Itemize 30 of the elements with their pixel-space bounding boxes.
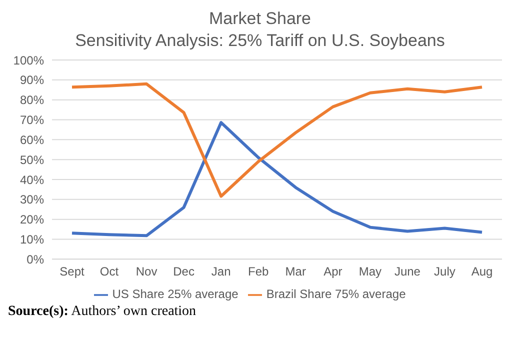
line-series xyxy=(70,82,484,198)
chart-subtitle: Sensitivity Analysis: 25% Tariff on U.S. Soybeans xyxy=(74,30,446,52)
y-tick-label: 30% xyxy=(20,192,44,207)
x-tick-label: Aug xyxy=(471,264,493,279)
line-series xyxy=(70,121,484,238)
x-tick-label: Oct xyxy=(100,264,120,279)
x-tick-label: Apr xyxy=(324,264,342,279)
legend-label: US Share 25% average xyxy=(112,287,238,302)
y-tick-label: 70% xyxy=(20,113,44,128)
x-tick-label: Sept xyxy=(60,264,86,279)
source-note: Source(s): Authors’ own creation xyxy=(8,304,196,319)
chart-title: Market Share xyxy=(208,8,312,30)
x-tick-label: Mar xyxy=(285,264,306,279)
y-tick-label: 20% xyxy=(20,212,44,227)
y-tick-label: 0% xyxy=(26,252,44,266)
y-tick-label: 60% xyxy=(20,132,44,147)
legend-label: Brazil Share 75% average xyxy=(266,287,406,302)
y-tick-label: 40% xyxy=(20,172,44,187)
x-tick-label: Feb xyxy=(248,264,270,279)
x-tick-label: May xyxy=(358,264,382,279)
x-tick-label: July xyxy=(434,264,456,279)
y-tick-label: 90% xyxy=(20,73,44,88)
x-tick-label: June xyxy=(394,264,421,279)
y-tick-label: 10% xyxy=(20,232,44,247)
x-tick-label: Nov xyxy=(136,264,158,279)
y-tick-label: 100% xyxy=(13,53,44,68)
y-tick-label: 80% xyxy=(20,93,44,108)
x-tick-label: Dec xyxy=(173,264,194,279)
y-tick-label: 50% xyxy=(20,152,44,167)
x-tick-label: Jan xyxy=(211,264,231,279)
